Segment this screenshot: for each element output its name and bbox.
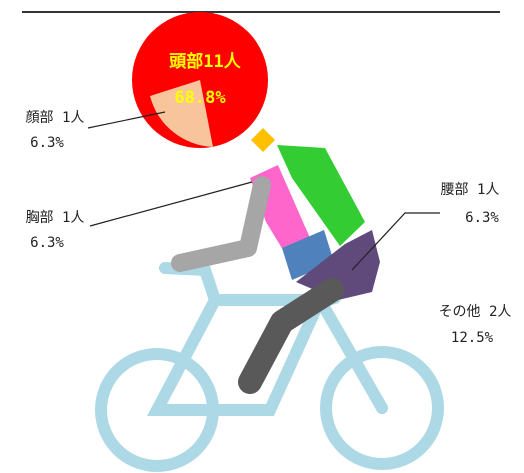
label: その他 2人 bbox=[439, 304, 512, 320]
percent: 6.3% bbox=[30, 135, 64, 151]
head-label: 頭部11人 bbox=[169, 51, 241, 72]
arm bbox=[180, 185, 262, 263]
percent: 6.3% bbox=[465, 210, 499, 226]
percent: 6.3% bbox=[30, 235, 64, 251]
label: 胸部 1人 bbox=[26, 210, 85, 226]
percent: 12.5% bbox=[451, 330, 494, 346]
neck bbox=[251, 128, 275, 152]
label: 顔部 1人 bbox=[26, 110, 85, 126]
infographic: 頭部11人 68.8% 顔部 1人 6.3% 胸部 1人 6.3% 腰部 1人 … bbox=[0, 0, 524, 473]
label: 腰部 1人 bbox=[441, 182, 500, 198]
hub bbox=[151, 404, 163, 416]
hub bbox=[376, 402, 388, 414]
head-percent: 68.8% bbox=[174, 88, 226, 108]
